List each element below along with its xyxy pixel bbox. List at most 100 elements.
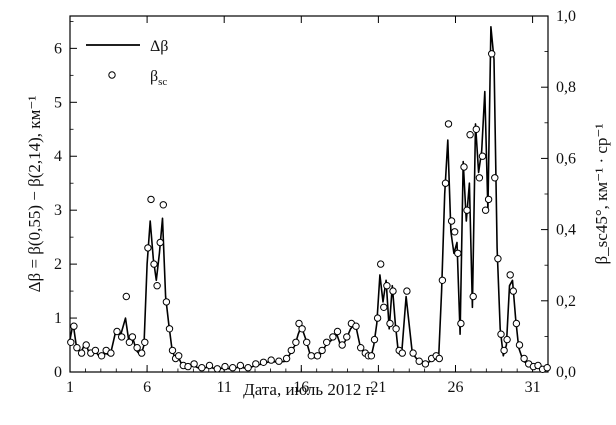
data-point-beta-sc <box>503 335 511 344</box>
data-point-beta-sc <box>303 338 311 346</box>
data-point-beta-sc <box>403 287 411 295</box>
data-point-beta-sc <box>488 50 496 58</box>
chart-axes <box>69 15 549 373</box>
y-tick-label: 6 <box>54 40 62 57</box>
data-point-beta-sc <box>457 319 465 328</box>
data-point-beta-sc <box>275 357 283 365</box>
data-point-beta-sc <box>491 174 499 182</box>
data-point-beta-sc <box>377 260 385 268</box>
data-point-beta-sc <box>144 244 152 252</box>
data-point-beta-sc <box>82 341 90 349</box>
data-point-beta-sc <box>267 356 275 364</box>
y-tick-label: 1 <box>54 310 62 327</box>
data-point-beta-sc <box>441 179 450 187</box>
data-point-beta-sc <box>506 271 514 279</box>
data-point-beta-sc <box>421 360 430 368</box>
data-point-beta-sc <box>389 287 397 295</box>
y-axis-title: Δβ = β(0,55) − β(2,14), км⁻¹ <box>25 96 44 293</box>
y2-tick-label: 0,6 <box>556 150 576 167</box>
data-point-beta-sc <box>338 341 346 349</box>
data-point-beta-sc <box>451 228 459 236</box>
data-point-beta-sc <box>122 292 131 301</box>
y2-axis-title: β_sc45°, км⁻¹ · ср⁻¹ <box>592 124 611 265</box>
data-point-beta-sc <box>159 201 168 209</box>
data-point-beta-sc <box>520 354 528 363</box>
data-point-beta-sc <box>313 352 322 360</box>
data-point-beta-sc <box>398 349 406 357</box>
data-point-beta-sc <box>205 361 214 370</box>
data-point-beta-sc <box>153 282 161 290</box>
data-point-beta-sc <box>515 341 524 349</box>
data-point-beta-sc <box>415 357 423 365</box>
y-tick-label: 0 <box>54 364 62 381</box>
data-point-beta-sc <box>298 325 306 333</box>
data-point-beta-sc <box>469 292 477 301</box>
data-point-beta-sc <box>534 361 542 370</box>
data-point-beta-sc <box>318 346 326 355</box>
chart-labels: 1 6 11 16 21 26 3101234560,00,20,40,60,81,0Дат… <box>25 8 611 399</box>
data-point-beta-sc <box>466 131 474 139</box>
x-tick-label: 6 <box>143 379 151 396</box>
y-tick-label: 2 <box>54 256 62 273</box>
y2-tick-label: 1,0 <box>556 8 576 25</box>
x-tick-label: 21 <box>370 379 386 396</box>
data-point-beta-sc <box>494 255 502 263</box>
data-point-beta-sc <box>481 206 490 214</box>
data-point-beta-sc <box>175 352 183 360</box>
data-point-beta-sc <box>77 349 86 357</box>
data-point-beta-sc <box>107 349 115 357</box>
data-point-beta-sc <box>162 298 171 306</box>
data-point-beta-sc <box>447 217 456 225</box>
x-tick-label: 16 <box>293 379 309 396</box>
data-point-beta-sc <box>70 322 78 330</box>
y2-tick-label: 0,2 <box>556 293 576 310</box>
legend-label-beta-subscript: sc <box>158 76 167 88</box>
data-point-beta-sc <box>236 361 245 370</box>
data-point-beta-sc <box>454 249 462 258</box>
data-point-beta-sc <box>367 352 376 360</box>
data-point-beta-sc <box>512 319 521 328</box>
data-point-beta-sc <box>463 206 471 214</box>
data-point-beta-sc <box>386 319 394 328</box>
data-point-beta-sc <box>323 338 331 346</box>
data-point-beta-sc <box>509 287 517 295</box>
legend-marker-swatch <box>108 71 116 79</box>
data-point-beta-sc <box>91 346 100 355</box>
y-tick-label: 3 <box>54 202 62 219</box>
y2-tick-label: 0,0 <box>556 364 576 381</box>
y2-tick-label: 0,4 <box>556 222 576 239</box>
legend-label-delta-beta: Δβ <box>150 38 168 55</box>
legend-label-beta-main: β <box>150 68 158 85</box>
data-point-beta-sc <box>500 346 508 355</box>
x-tick-label: 11 <box>216 379 231 396</box>
data-point-beta-sc <box>478 152 487 160</box>
x-axis-title: Дата, июль 2012 г. <box>243 380 375 399</box>
y-tick-label: 5 <box>54 94 62 111</box>
data-point-beta-sc <box>168 346 177 355</box>
plot-frame <box>69 15 549 373</box>
data-point-beta-sc <box>282 354 291 363</box>
data-point-beta-sc <box>229 364 237 372</box>
y-tick-label: 4 <box>54 148 62 165</box>
series-line-delta-beta <box>69 26 547 371</box>
data-point-beta-sc <box>380 303 388 311</box>
data-point-beta-sc <box>329 333 337 341</box>
data-point-beta-sc <box>383 282 391 290</box>
data-point-beta-sc <box>292 338 300 346</box>
data-point-beta-sc <box>438 276 447 284</box>
data-point-beta-sc <box>165 325 174 333</box>
data-point-beta-sc <box>373 314 382 322</box>
x-tick-label: 31 <box>525 379 541 396</box>
data-point-beta-sc <box>252 360 260 368</box>
data-point-beta-sc <box>295 319 303 328</box>
data-point-beta-sc <box>147 195 155 204</box>
data-point-beta-sc <box>307 352 315 360</box>
data-point-beta-sc <box>128 333 137 341</box>
data-point-beta-sc <box>73 344 81 352</box>
y2-tick-label: 0,8 <box>556 79 576 96</box>
data-point-beta-sc <box>244 364 252 372</box>
x-tick-label: 26 <box>447 379 463 396</box>
chart-series <box>67 26 551 373</box>
legend-label-beta-sc: βsc <box>150 68 167 88</box>
